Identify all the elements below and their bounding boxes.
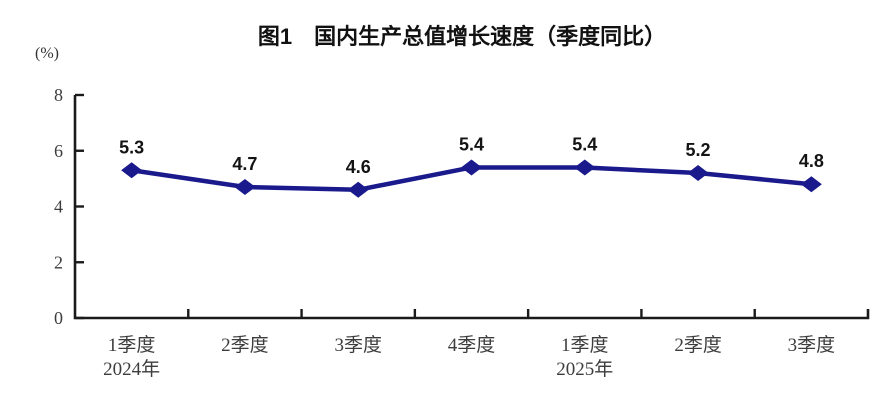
data-point-marker (687, 165, 709, 182)
x-axis-label: 2季度 (221, 334, 269, 356)
x-axis-year-label: 2025年 (556, 358, 613, 380)
y-axis-tick-label: 8 (54, 85, 63, 105)
data-point-label: 5.3 (119, 137, 144, 157)
x-axis-label: 1季度 (561, 334, 609, 356)
x-axis-label: 3季度 (334, 334, 382, 356)
y-axis-tick-label: 0 (54, 308, 63, 328)
data-point-marker (574, 159, 596, 176)
data-point-marker (234, 178, 256, 195)
y-axis-tick-label: 2 (54, 252, 63, 272)
y-axis-tick-label: 6 (54, 141, 63, 161)
x-axis-label: 1季度 (108, 334, 156, 356)
data-point-label: 4.6 (346, 157, 371, 177)
data-point-marker (121, 162, 143, 179)
data-point-marker (800, 176, 822, 193)
plot-area: 0 2 4 6 8 5.3 4.7 4.6 5.4 5.4 5.2 4.8 1季度 2季度 3季度 4季度 1季… (54, 85, 870, 380)
y-axis-unit-label: (%) (35, 45, 59, 62)
x-axis-label: 4季度 (448, 334, 496, 356)
axis-lines (73, 95, 870, 320)
y-axis-tick-label: 4 (54, 197, 63, 217)
x-axis-label: 3季度 (788, 334, 836, 356)
data-point-marker (461, 159, 482, 176)
data-point-marker (347, 181, 369, 198)
x-axis-year-label: 2024年 (103, 358, 160, 380)
chart-title: 图1 国内生产总值增长速度（季度同比） (258, 24, 666, 49)
x-axis-label: 2季度 (674, 334, 722, 356)
data-point-label: 5.4 (459, 134, 484, 154)
data-point-label: 4.8 (799, 151, 824, 171)
data-point-label: 5.2 (686, 140, 711, 160)
data-point-label: 4.7 (232, 154, 257, 174)
data-point-label: 5.4 (572, 134, 597, 154)
